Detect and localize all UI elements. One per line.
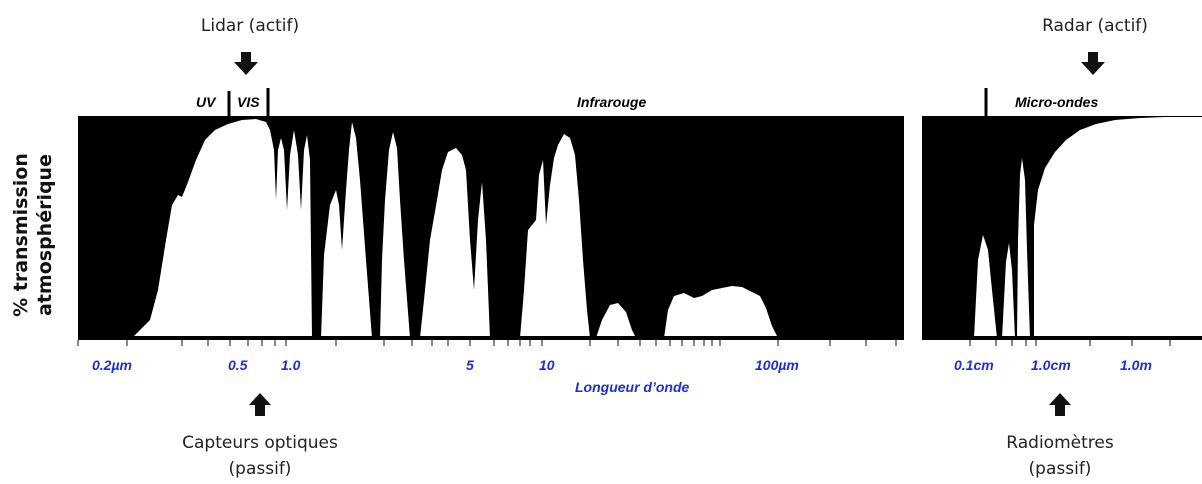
radiometer-arrow (1049, 393, 1071, 416)
radar-label: Radar (actif) (1042, 16, 1148, 36)
x-axis-ticks-left (77, 340, 897, 346)
radiometers-label-line2: (passif) (1028, 459, 1092, 479)
optical-sensor-arrow (249, 393, 271, 416)
tick-label-100um: 100µm (755, 357, 799, 373)
tick-label-1-0m: 1.0m (1120, 357, 1152, 373)
tick-label-0-2um: 0.2µm (92, 357, 132, 373)
window-swir-2 (420, 148, 490, 338)
tick-label-1-0cm: 1.0cm (1031, 357, 1071, 373)
window-mwir (520, 134, 590, 338)
window-uv-vis-nir (132, 119, 312, 338)
optical-sensors-label-line1: Capteurs optiques (182, 433, 338, 453)
window-microwave-main (1034, 117, 1202, 338)
x-axis-title: Longueur d’onde (575, 379, 690, 395)
tick-label-1-0: 1.0 (281, 357, 301, 373)
window-nir-1 (321, 122, 372, 338)
tick-label-5: 5 (466, 357, 474, 373)
tick-label-0-1cm: 0.1cm (954, 357, 994, 373)
radiometers-label-line1: Radiomètres (1006, 433, 1114, 453)
window-lwir-1 (596, 303, 636, 338)
window-microwave-narrow-3 (1017, 158, 1030, 338)
optical-sensors-label-line2: (passif) (228, 459, 292, 479)
tick-label-10: 10 (539, 357, 555, 373)
tick-label-0-5: 0.5 (228, 357, 248, 373)
window-lwir-2 (664, 286, 778, 338)
radar-arrow (1081, 52, 1105, 75)
lidar-arrow (234, 52, 258, 75)
band-label-infrared: Infrarouge (577, 94, 647, 110)
window-microwave-narrow-2 (1002, 243, 1015, 338)
lidar-label: Lidar (actif) (200, 16, 300, 36)
radiometers-label: Radiomètres (passif) (975, 430, 1145, 482)
window-microwave-narrow-1 (974, 235, 997, 338)
band-label-vis: VIS (237, 94, 260, 110)
optical-sensors-label: Capteurs optiques (passif) (170, 430, 350, 482)
band-label-uv: UV (196, 94, 216, 110)
x-axis-ticks-right (969, 340, 1171, 346)
window-swir-1 (380, 132, 410, 338)
band-label-microwave: Micro-ondes (1015, 94, 1099, 110)
